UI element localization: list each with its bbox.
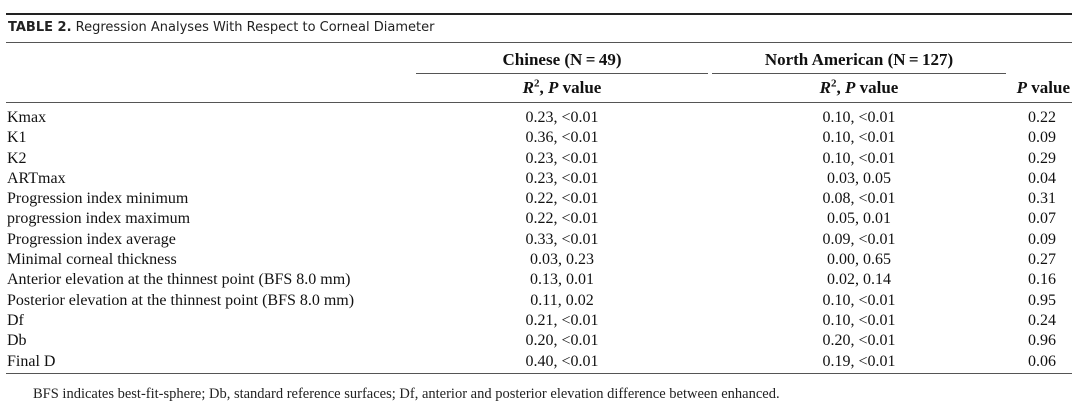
table-row: K1 0.36, <0.01 0.10, <0.01 0.09 <box>0 128 1080 148</box>
subheader-north-american: R2, P value <box>712 78 1006 98</box>
table-row: Progression index minimum 0.22, <0.01 0.08… <box>0 189 1080 209</box>
row-label: progression index maximum <box>7 210 191 228</box>
row-label: K2 <box>7 149 27 167</box>
subheader-chinese: R2, P value <box>416 78 708 98</box>
chinese-cell: 0.40, <0.01 <box>525 352 599 370</box>
north-american-cell: 0.09, <0.01 <box>822 230 896 248</box>
north-american-cell: 0.10, <0.01 <box>822 109 896 126</box>
subheader-value: value <box>855 78 899 97</box>
north-american-cell: 0.10, <0.01 <box>822 129 896 147</box>
table-row: Kmax 0.23, <0.01 0.10, <0.01 0.22 <box>0 108 1080 128</box>
table-row: K2 0.23, <0.01 0.10, <0.01 0.29 <box>0 149 1080 169</box>
row-label: Db <box>7 332 27 350</box>
p-value-word: value <box>1027 78 1070 97</box>
chinese-span-rule <box>416 73 708 74</box>
row-label: Final D <box>7 352 56 370</box>
subheader-sep: , <box>836 78 845 97</box>
north-american-cell: 0.03, 0.05 <box>827 169 891 187</box>
row-label: Anterior elevation at the thinnest point… <box>7 271 351 289</box>
north-american-cell: 0.08, <0.01 <box>822 190 896 208</box>
table-row: progression index maximum 0.22, <0.01 0.05… <box>0 209 1080 229</box>
north-american-cell: 0.05, 0.01 <box>827 210 891 228</box>
caption-text: Regression Analyses With Respect to Corn… <box>75 20 435 35</box>
chinese-cell: 0.36, <0.01 <box>525 129 599 147</box>
table-row: Df 0.21, <0.01 0.10, <0.01 0.24 <box>0 311 1080 331</box>
row-label: K1 <box>7 129 27 147</box>
chinese-cell: 0.23, <0.01 <box>525 109 599 126</box>
north-american-span-rule <box>712 73 1006 74</box>
chinese-cell: 0.03, 0.23 <box>530 251 594 269</box>
chinese-cell: 0.33, <0.01 <box>525 230 599 248</box>
table-row: Minimal corneal thickness 0.03, 0.23 0.00,… <box>0 250 1080 270</box>
p-value-cell: 0.95 <box>1028 291 1056 309</box>
row-label: Minimal corneal thickness <box>7 251 177 269</box>
header-rule <box>6 102 1072 103</box>
p-value-cell: 0.06 <box>1028 352 1056 370</box>
table-row: Final D 0.40, <0.01 0.19, <0.01 0.06 <box>0 352 1080 372</box>
north-american-cell: 0.10, <0.01 <box>822 291 896 309</box>
r-symbol: R <box>819 78 831 97</box>
subheader-value: value <box>558 78 602 97</box>
p-symbol: P <box>844 78 856 97</box>
header-p-value: P value <box>1017 78 1070 98</box>
chinese-cell: 0.22, <0.01 <box>525 190 599 208</box>
table-body: Kmax 0.23, <0.01 0.10, <0.01 0.22 K1 0.36, <0… <box>0 108 1080 372</box>
r-superscript: 2 <box>533 77 540 90</box>
p-symbol: P <box>547 78 559 97</box>
p-value-cell: 0.22 <box>1028 109 1056 126</box>
subheader-sep: , <box>539 78 548 97</box>
caption-rule <box>6 42 1072 43</box>
table-row: Posterior elevation at the thinnest poin… <box>0 291 1080 311</box>
p-value-cell: 0.96 <box>1028 332 1056 350</box>
row-label: Kmax <box>7 109 47 126</box>
table-caption: TABLE 2. Regression Analyses With Respec… <box>8 20 434 35</box>
header-chinese: Chinese (N = 49) <box>502 50 622 69</box>
row-label: Progression index minimum <box>7 190 189 208</box>
chinese-cell: 0.20, <0.01 <box>525 332 599 350</box>
chinese-cell: 0.21, <0.01 <box>525 311 599 329</box>
row-label: ARTmax <box>7 169 66 187</box>
r-superscript: 2 <box>830 77 837 90</box>
caption-label: TABLE 2. <box>8 20 72 35</box>
north-american-cell: 0.10, <0.01 <box>822 149 896 167</box>
north-american-cell: 0.02, 0.14 <box>827 271 891 289</box>
p-value-cell: 0.16 <box>1028 271 1056 289</box>
chinese-cell: 0.13, 0.01 <box>530 271 594 289</box>
p-value-cell: 0.07 <box>1028 210 1056 228</box>
chinese-cell: 0.11, 0.02 <box>530 291 594 309</box>
chinese-cell: 0.23, <0.01 <box>525 169 599 187</box>
row-label: Posterior elevation at the thinnest poin… <box>7 291 355 309</box>
bottom-rule <box>6 373 1072 374</box>
p-value-cell: 0.29 <box>1028 149 1056 167</box>
table-row: Db 0.20, <0.01 0.20, <0.01 0.96 <box>0 331 1080 351</box>
p-value-cell: 0.24 <box>1028 311 1056 329</box>
row-label: Progression index average <box>7 230 176 248</box>
chinese-cell: 0.22, <0.01 <box>525 210 599 228</box>
p-value-cell: 0.27 <box>1028 251 1056 269</box>
table-footnote: BFS indicates best-fit-sphere; Db, stand… <box>33 386 780 402</box>
p-symbol: P <box>1016 78 1028 97</box>
header-north-american: North American (N = 127) <box>764 50 954 69</box>
north-american-cell: 0.00, 0.65 <box>827 251 891 269</box>
north-american-cell: 0.20, <0.01 <box>822 332 896 350</box>
r-symbol: R <box>522 78 534 97</box>
table-row: Anterior elevation at the thinnest point… <box>0 270 1080 290</box>
p-value-cell: 0.09 <box>1028 230 1056 248</box>
p-value-cell: 0.31 <box>1028 190 1056 208</box>
p-value-cell: 0.04 <box>1028 169 1056 187</box>
table-row: Progression index average 0.33, <0.01 0.09… <box>0 230 1080 250</box>
row-label: Df <box>7 311 24 329</box>
north-american-cell: 0.10, <0.01 <box>822 311 896 329</box>
chinese-cell: 0.23, <0.01 <box>525 149 599 167</box>
north-american-cell: 0.19, <0.01 <box>822 352 896 370</box>
top-rule <box>6 13 1072 15</box>
p-value-cell: 0.09 <box>1028 129 1056 147</box>
table-row: ARTmax 0.23, <0.01 0.03, 0.05 0.04 <box>0 169 1080 189</box>
